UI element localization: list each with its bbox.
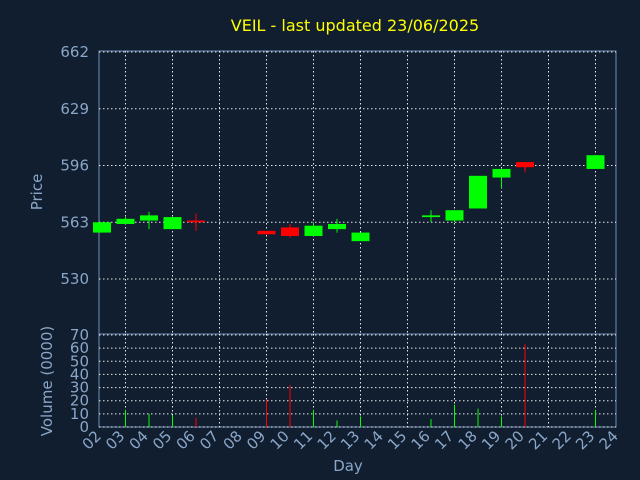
candle xyxy=(304,222,323,237)
chart-title: VEIL - last updated 23/06/2025 xyxy=(231,16,479,35)
candle xyxy=(116,217,135,224)
volume-y-tick-label: 20 xyxy=(70,392,89,410)
volume-y-tick-label: 40 xyxy=(70,365,89,383)
candle-body xyxy=(445,210,464,221)
price-y-tick-label: 629 xyxy=(60,100,89,118)
candle-body xyxy=(516,162,534,168)
x-tick-label: 04 xyxy=(126,427,152,453)
candle-body xyxy=(93,222,111,233)
candle xyxy=(163,217,182,230)
x-tick-label: 18 xyxy=(455,427,481,453)
x-axis-label: Day xyxy=(333,457,363,475)
x-tick-label: 10 xyxy=(267,427,293,453)
candle-body xyxy=(422,215,440,218)
candle xyxy=(492,168,511,188)
candle xyxy=(586,155,605,169)
volume-y-tick-label: 0 xyxy=(79,418,89,436)
price-panel: 662 629 596 563 530 Price xyxy=(28,43,617,335)
candle-body xyxy=(469,175,487,209)
volume-plot-frame xyxy=(98,333,617,428)
candle-body xyxy=(187,220,205,223)
candle xyxy=(445,210,464,223)
candle xyxy=(281,223,299,238)
candle-body xyxy=(257,230,276,235)
volume-y-tick-label: 30 xyxy=(70,379,89,397)
x-tick-label: 22 xyxy=(549,427,575,453)
x-tick-label: 23 xyxy=(572,427,598,453)
x-tick-label: 08 xyxy=(220,427,246,453)
volume-y-tick-label: 70 xyxy=(70,326,89,344)
candle-body xyxy=(351,232,370,242)
x-tick-label: 09 xyxy=(243,427,269,453)
x-tick-label: 11 xyxy=(290,427,316,453)
candle-body xyxy=(281,227,299,237)
x-axis-ticks: 0203040506070809101112131415161718192021… xyxy=(79,427,622,453)
price-y-tick-label: 563 xyxy=(60,213,89,231)
candle-body xyxy=(492,168,511,178)
price-plot-frame xyxy=(98,50,617,335)
x-tick-label: 12 xyxy=(314,427,340,453)
candle xyxy=(516,162,534,173)
volume-axis-label: Volume (0000) xyxy=(38,326,56,436)
volume-y-tick-label: 50 xyxy=(70,352,89,370)
x-tick-label: 05 xyxy=(149,427,175,453)
candle-body xyxy=(163,217,182,230)
candle xyxy=(257,230,276,235)
candle xyxy=(328,218,346,233)
candle xyxy=(422,210,440,223)
x-tick-label: 24 xyxy=(596,427,622,453)
price-y-tick-label: 662 xyxy=(60,43,89,61)
price-y-tick-label: 530 xyxy=(60,270,89,288)
x-tick-label: 14 xyxy=(361,427,387,453)
candle xyxy=(351,232,370,242)
x-tick-label: 19 xyxy=(478,427,504,453)
x-tick-label: 13 xyxy=(337,427,363,453)
price-axis-label: Price xyxy=(28,174,46,211)
price-grid xyxy=(99,51,616,334)
candle-body xyxy=(328,223,346,230)
volume-y-tick-label: 10 xyxy=(70,405,89,423)
candle xyxy=(93,222,111,233)
candle xyxy=(469,175,487,209)
candle-body xyxy=(586,155,605,169)
price-y-ticks: 662 629 596 563 530 xyxy=(60,43,89,288)
x-tick-label: 21 xyxy=(525,427,551,453)
candle-body xyxy=(304,225,323,237)
candle xyxy=(187,213,205,231)
candle xyxy=(140,211,158,230)
x-tick-label: 16 xyxy=(408,427,434,453)
x-tick-label: 06 xyxy=(173,427,199,453)
candles xyxy=(93,155,605,242)
candle-body xyxy=(140,215,158,221)
x-tick-label: 15 xyxy=(384,427,410,453)
price-y-tick-label: 596 xyxy=(60,157,89,175)
x-tick-label: 07 xyxy=(196,427,222,453)
candle-body xyxy=(116,218,135,224)
volume-grid xyxy=(99,334,616,428)
x-tick-label: 20 xyxy=(502,427,528,453)
x-tick-label: 03 xyxy=(102,427,128,453)
x-tick-label: 17 xyxy=(431,427,457,453)
volume-y-tick-label: 60 xyxy=(70,339,89,357)
volume-bars xyxy=(125,344,596,427)
